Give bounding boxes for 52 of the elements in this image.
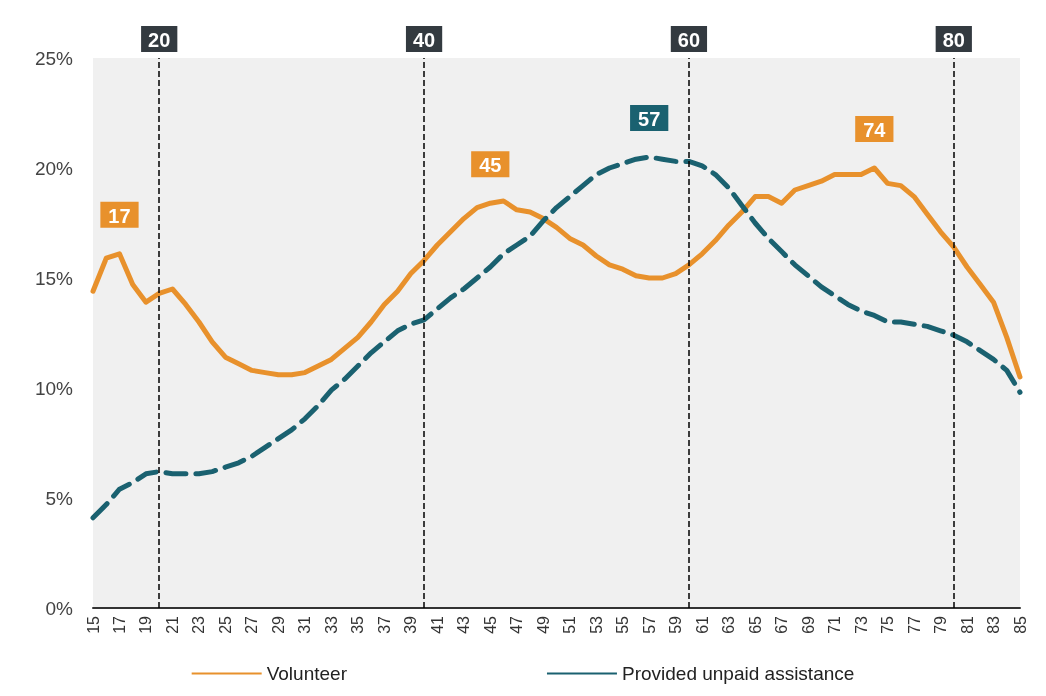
x-tick-label: 17 — [110, 615, 128, 634]
ref-line-label: 60 — [677, 29, 701, 51]
legend-label: Provided unpaid assistance — [621, 663, 855, 684]
annotation: 17 — [108, 204, 131, 227]
y-tick-label: 5% — [45, 487, 74, 509]
x-tick-label: 51 — [561, 615, 579, 634]
x-tick-label: 67 — [773, 615, 791, 634]
y-tick-label: 15% — [34, 267, 74, 289]
x-tick-label: 31 — [296, 615, 314, 634]
annotation: 57 — [638, 108, 661, 130]
x-tick-label: 15 — [84, 615, 102, 634]
ref-line-label: 40 — [412, 29, 436, 51]
annotation: 45 — [479, 154, 502, 177]
x-tick-label: 21 — [163, 615, 181, 634]
x-tick-label: 71 — [826, 615, 844, 634]
y-tick-label: 20% — [34, 157, 74, 179]
x-tick-label: 41 — [428, 615, 446, 634]
x-tick-label: 35 — [349, 615, 367, 634]
x-tick-label: 63 — [720, 615, 738, 634]
x-tick-label: 25 — [216, 615, 234, 634]
y-tick-label: 10% — [34, 377, 74, 399]
x-tick-label: 65 — [746, 615, 764, 634]
x-tick-label: 29 — [269, 615, 287, 634]
x-tick-label: 69 — [799, 615, 817, 634]
x-tick-label: 39 — [402, 615, 420, 634]
y-tick-label: 0% — [45, 597, 74, 619]
x-tick-label: 85 — [1011, 615, 1029, 634]
x-tick-label: 61 — [693, 615, 711, 634]
x-tick-label: 19 — [137, 615, 155, 634]
ref-line-label: 80 — [942, 29, 965, 51]
x-tick-label: 55 — [614, 615, 632, 634]
x-tick-label: 27 — [243, 615, 261, 634]
x-tick-label: 33 — [322, 615, 340, 634]
x-tick-label: 59 — [667, 615, 685, 634]
x-tick-label: 47 — [508, 615, 526, 634]
x-tick-label: 23 — [190, 615, 208, 634]
y-tick-label: 25% — [34, 47, 74, 69]
x-tick-label: 73 — [852, 615, 870, 634]
x-tick-label: 79 — [932, 615, 950, 634]
x-tick-label: 49 — [534, 615, 552, 634]
x-tick-label: 37 — [375, 615, 393, 634]
x-tick-label: 53 — [587, 615, 605, 634]
legend-label: Volunteer — [266, 663, 348, 684]
x-tick-label: 81 — [958, 615, 976, 634]
x-tick-label: 83 — [985, 615, 1003, 634]
ref-line-label: 20 — [148, 29, 171, 51]
x-tick-label: 57 — [640, 615, 658, 634]
x-tick-label: 75 — [879, 615, 897, 634]
x-tick-label: 77 — [905, 615, 923, 634]
x-tick-label: 43 — [455, 615, 473, 634]
x-tick-label: 45 — [481, 615, 499, 634]
annotation: 74 — [863, 119, 887, 141]
